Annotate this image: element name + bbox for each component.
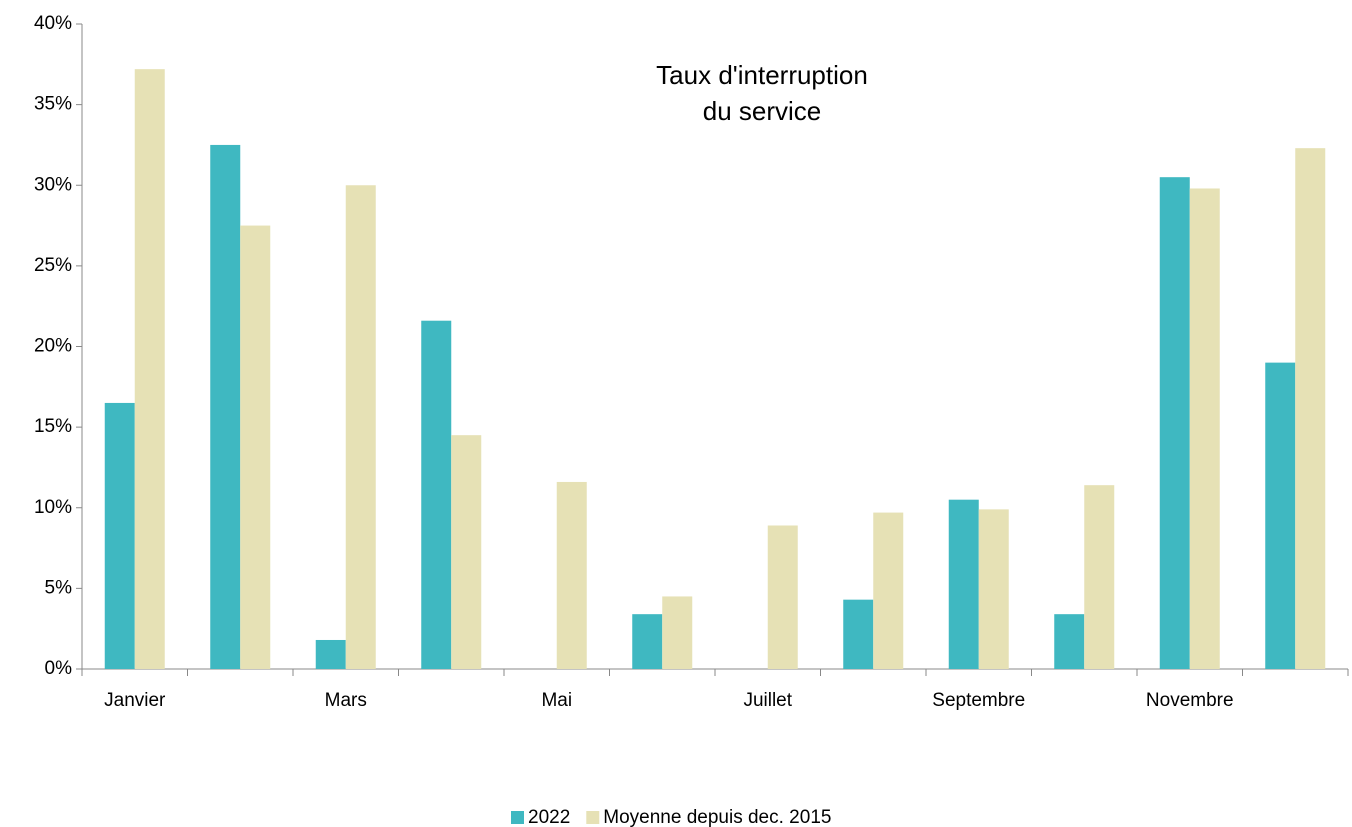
x-tick-label: Mai [541, 690, 572, 711]
bar [767, 525, 798, 669]
legend-swatch [586, 811, 600, 824]
bar [843, 599, 874, 669]
bar [104, 402, 135, 669]
y-tick-label: 0% [45, 658, 73, 679]
bar [1265, 362, 1296, 669]
y-tick-label: 30% [34, 174, 72, 195]
x-tick-label: Novembre [1146, 690, 1234, 711]
bar [1159, 177, 1190, 669]
bar [421, 320, 452, 669]
chart-title: du service [703, 96, 822, 126]
bar [1189, 188, 1220, 669]
x-tick-label: Juillet [743, 690, 792, 711]
bar [1054, 614, 1085, 669]
y-tick-label: 35% [34, 94, 72, 115]
legend-label: Moyenne depuis dec. 2015 [603, 807, 831, 827]
legend-label: 2022 [528, 807, 570, 827]
y-tick-label: 5% [45, 577, 73, 598]
bar [873, 512, 904, 669]
bar [315, 639, 346, 669]
x-tick-label: Septembre [932, 690, 1025, 711]
bar [632, 614, 663, 669]
legend-swatch [511, 811, 524, 824]
bar [240, 225, 271, 669]
bar [1295, 148, 1326, 670]
bar [134, 69, 165, 669]
y-tick-label: 20% [34, 336, 72, 357]
bar [345, 185, 376, 669]
y-tick-label: 40% [34, 13, 72, 34]
bar [210, 144, 241, 669]
bar [662, 596, 693, 669]
bar [978, 509, 1009, 669]
bar [948, 499, 979, 669]
y-tick-label: 25% [34, 255, 72, 276]
y-tick-label: 10% [34, 497, 72, 518]
y-tick-label: 15% [34, 416, 72, 437]
x-tick-label: Janvier [104, 690, 166, 711]
bar [1084, 485, 1115, 669]
bar [451, 435, 482, 669]
x-tick-label: Mars [325, 690, 367, 711]
chart-title: Taux d'interruption [656, 60, 868, 90]
bar [556, 481, 587, 669]
